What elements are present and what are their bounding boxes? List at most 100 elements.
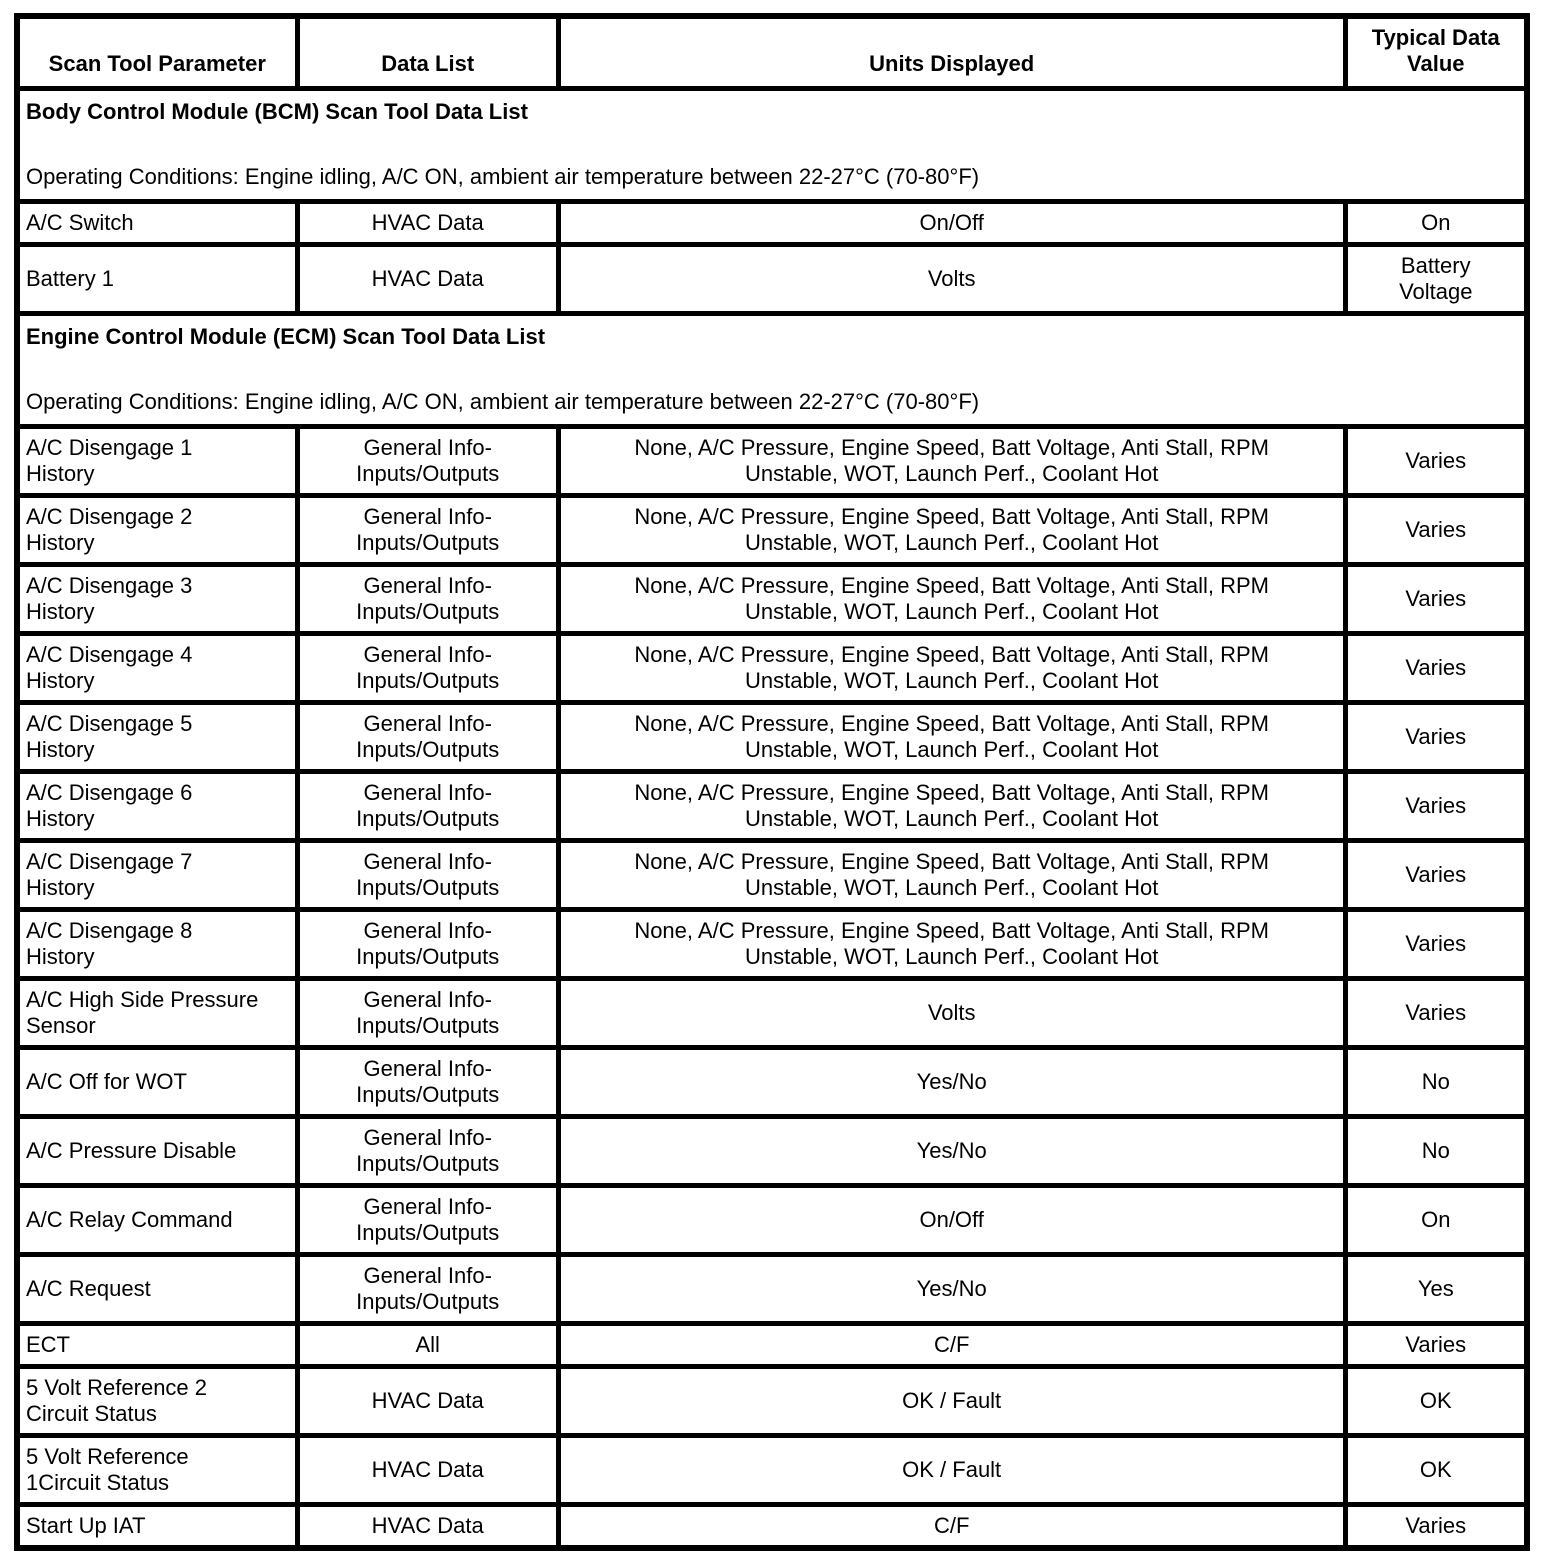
table-row: Battery 1 HVAC Data Volts Battery Voltage xyxy=(14,242,1530,316)
parameter-cell: A/C Switch xyxy=(14,199,300,247)
data-list-cell: General Info- Inputs/Outputs xyxy=(294,562,561,636)
table-row: A/C Disengage 6 History General Info- Inp… xyxy=(14,769,1530,843)
scan-tool-data-table: Scan Tool Parameter Data List Units Disp… xyxy=(14,13,1530,1551)
parameter-cell: A/C Disengage 5 History xyxy=(14,700,300,774)
units-displayed-cell: OK / Fault xyxy=(555,1364,1348,1438)
typical-value-cell: Varies xyxy=(1342,562,1530,636)
data-list-cell: General Info- Inputs/Outputs xyxy=(294,631,561,705)
typical-value-cell: Yes xyxy=(1342,1252,1530,1326)
table-row: A/C Disengage 5 History General Info- Inp… xyxy=(14,700,1530,774)
typical-value-cell: Varies xyxy=(1342,769,1530,843)
header-scan-tool-parameter: Scan Tool Parameter xyxy=(14,13,300,91)
units-displayed-cell: None, A/C Pressure, Engine Speed, Batt V… xyxy=(555,424,1348,498)
units-displayed-cell: OK / Fault xyxy=(555,1433,1348,1507)
table-row: A/C Disengage 7 History General Info- Inp… xyxy=(14,838,1530,912)
units-displayed-cell: None, A/C Pressure, Engine Speed, Batt V… xyxy=(555,838,1348,912)
table-row: A/C Disengage 1 History General Info- Inp… xyxy=(14,424,1530,498)
data-list-cell: General Info- Inputs/Outputs xyxy=(294,769,561,843)
units-displayed-cell: Yes/No xyxy=(555,1045,1348,1119)
section-cell: Body Control Module (BCM) Scan Tool Data… xyxy=(14,86,1530,204)
section-operating-conditions: Operating Conditions: Engine idling, A/C… xyxy=(26,389,980,414)
typical-value-cell: OK xyxy=(1342,1364,1530,1438)
parameter-cell: A/C Disengage 3 History xyxy=(14,562,300,636)
typical-value-cell: No xyxy=(1342,1045,1530,1119)
parameter-cell: 5 Volt Reference 1Circuit Status xyxy=(14,1433,300,1507)
data-list-cell: General Info- Inputs/Outputs xyxy=(294,1045,561,1119)
header-row: Scan Tool Parameter Data List Units Disp… xyxy=(14,13,1530,91)
table-row: A/C High Side Pressure Sensor General Inf… xyxy=(14,976,1530,1050)
typical-value-cell: Varies xyxy=(1342,907,1530,981)
table-row: A/C Relay Command General Info- Inputs/Ou… xyxy=(14,1183,1530,1257)
section-operating-conditions: Operating Conditions: Engine idling, A/C… xyxy=(26,164,980,189)
units-displayed-cell: None, A/C Pressure, Engine Speed, Batt V… xyxy=(555,700,1348,774)
table-row: ECT All C/F Varies xyxy=(14,1321,1530,1369)
table-row: A/C Pressure Disable General Info- Inputs… xyxy=(14,1114,1530,1188)
units-displayed-cell: Volts xyxy=(555,976,1348,1050)
data-list-cell: HVAC Data xyxy=(294,199,561,247)
typical-value-cell: Varies xyxy=(1342,976,1530,1050)
units-displayed-cell: Yes/No xyxy=(555,1252,1348,1326)
typical-value-cell: Varies xyxy=(1342,1321,1530,1369)
data-list-cell: HVAC Data xyxy=(294,1433,561,1507)
section-cell: Engine Control Module (ECM) Scan Tool Da… xyxy=(14,311,1530,429)
typical-value-cell: OK xyxy=(1342,1433,1530,1507)
parameter-cell: A/C Off for WOT xyxy=(14,1045,300,1119)
units-displayed-cell: Volts xyxy=(555,242,1348,316)
data-list-cell: General Info- Inputs/Outputs xyxy=(294,976,561,1050)
parameter-cell: ECT xyxy=(14,1321,300,1369)
data-list-cell: General Info- Inputs/Outputs xyxy=(294,907,561,981)
data-list-cell: General Info- Inputs/Outputs xyxy=(294,700,561,774)
data-list-cell: All xyxy=(294,1321,561,1369)
section-header-row: Engine Control Module (ECM) Scan Tool Da… xyxy=(14,311,1530,429)
typical-value-cell: Varies xyxy=(1342,631,1530,705)
table-row: 5 Volt Reference 1Circuit Status HVAC Dat… xyxy=(14,1433,1530,1507)
table-row: A/C Disengage 4 History General Info- Inp… xyxy=(14,631,1530,705)
parameter-cell: A/C Request xyxy=(14,1252,300,1326)
table-row: A/C Disengage 8 History General Info- Inp… xyxy=(14,907,1530,981)
typical-value-cell: Varies xyxy=(1342,493,1530,567)
units-displayed-cell: None, A/C Pressure, Engine Speed, Batt V… xyxy=(555,562,1348,636)
parameter-cell: 5 Volt Reference 2 Circuit Status xyxy=(14,1364,300,1438)
data-list-cell: HVAC Data xyxy=(294,1364,561,1438)
data-list-cell: General Info- Inputs/Outputs xyxy=(294,838,561,912)
parameter-cell: A/C Disengage 7 History xyxy=(14,838,300,912)
typical-value-cell: No xyxy=(1342,1114,1530,1188)
section-title: Engine Control Module (ECM) Scan Tool Da… xyxy=(26,324,546,349)
units-displayed-cell: On/Off xyxy=(555,1183,1348,1257)
units-displayed-cell: Yes/No xyxy=(555,1114,1348,1188)
typical-value-cell: On xyxy=(1342,199,1530,247)
typical-value-cell: Battery Voltage xyxy=(1342,242,1530,316)
data-list-cell: HVAC Data xyxy=(294,242,561,316)
table-row: A/C Request General Info- Inputs/Outputs Y… xyxy=(14,1252,1530,1326)
units-displayed-cell: On/Off xyxy=(555,199,1348,247)
units-displayed-cell: None, A/C Pressure, Engine Speed, Batt V… xyxy=(555,907,1348,981)
data-list-cell: HVAC Data xyxy=(294,1502,561,1551)
units-displayed-cell: C/F xyxy=(555,1502,1348,1551)
parameter-cell: A/C Disengage 2 History xyxy=(14,493,300,567)
data-list-cell: General Info- Inputs/Outputs xyxy=(294,1183,561,1257)
table-row: Start Up IAT HVAC Data C/F Varies xyxy=(14,1502,1530,1551)
header-units-displayed: Units Displayed xyxy=(555,13,1348,91)
parameter-cell: A/C Disengage 6 History xyxy=(14,769,300,843)
typical-value-cell: Varies xyxy=(1342,1502,1530,1551)
typical-value-cell: Varies xyxy=(1342,838,1530,912)
typical-value-cell: On xyxy=(1342,1183,1530,1257)
table-row: A/C Off for WOT General Info- Inputs/Outp… xyxy=(14,1045,1530,1119)
parameter-cell: A/C Disengage 8 History xyxy=(14,907,300,981)
data-list-cell: General Info- Inputs/Outputs xyxy=(294,1252,561,1326)
data-list-cell: General Info- Inputs/Outputs xyxy=(294,424,561,498)
units-displayed-cell: None, A/C Pressure, Engine Speed, Batt V… xyxy=(555,631,1348,705)
table-row: A/C Disengage 2 History General Info- Inp… xyxy=(14,493,1530,567)
table-header: Scan Tool Parameter Data List Units Disp… xyxy=(14,13,1530,91)
data-list-cell: General Info- Inputs/Outputs xyxy=(294,1114,561,1188)
units-displayed-cell: C/F xyxy=(555,1321,1348,1369)
typical-value-cell: Varies xyxy=(1342,424,1530,498)
units-displayed-cell: None, A/C Pressure, Engine Speed, Batt V… xyxy=(555,769,1348,843)
section-title: Body Control Module (BCM) Scan Tool Data… xyxy=(26,99,528,124)
table-row: A/C Disengage 3 History General Info- Inp… xyxy=(14,562,1530,636)
units-displayed-cell: None, A/C Pressure, Engine Speed, Batt V… xyxy=(555,493,1348,567)
table-row: A/C Switch HVAC Data On/Off On xyxy=(14,199,1530,247)
table-body: Body Control Module (BCM) Scan Tool Data… xyxy=(14,86,1530,1551)
parameter-cell: A/C Pressure Disable xyxy=(14,1114,300,1188)
